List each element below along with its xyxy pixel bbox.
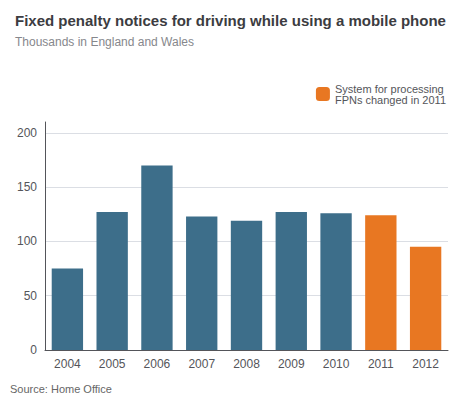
svg-text:2012: 2012 — [412, 357, 439, 371]
svg-text:2010: 2010 — [323, 357, 350, 371]
svg-text:2005: 2005 — [99, 357, 126, 371]
svg-text:FPNs changed in 2011: FPNs changed in 2011 — [335, 94, 446, 106]
svg-text:2008: 2008 — [233, 357, 260, 371]
svg-text:2006: 2006 — [144, 357, 171, 371]
svg-text:Thousands in England and Wales: Thousands in England and Wales — [15, 35, 194, 49]
svg-text:Source: Home Office: Source: Home Office — [10, 383, 112, 395]
svg-text:System for processing: System for processing — [334, 82, 444, 95]
svg-text:50: 50 — [24, 289, 38, 303]
svg-text:2011: 2011 — [368, 357, 394, 371]
svg-text:2009: 2009 — [278, 357, 305, 371]
svg-text:150: 150 — [17, 180, 37, 194]
svg-text:2007: 2007 — [188, 357, 215, 371]
svg-text:2004: 2004 — [54, 357, 81, 371]
svg-text:0: 0 — [30, 343, 37, 357]
svg-text:200: 200 — [17, 126, 37, 140]
svg-text:100: 100 — [17, 234, 37, 248]
svg-text:Fixed penalty notices for driv: Fixed penalty notices for driving while … — [15, 12, 446, 29]
